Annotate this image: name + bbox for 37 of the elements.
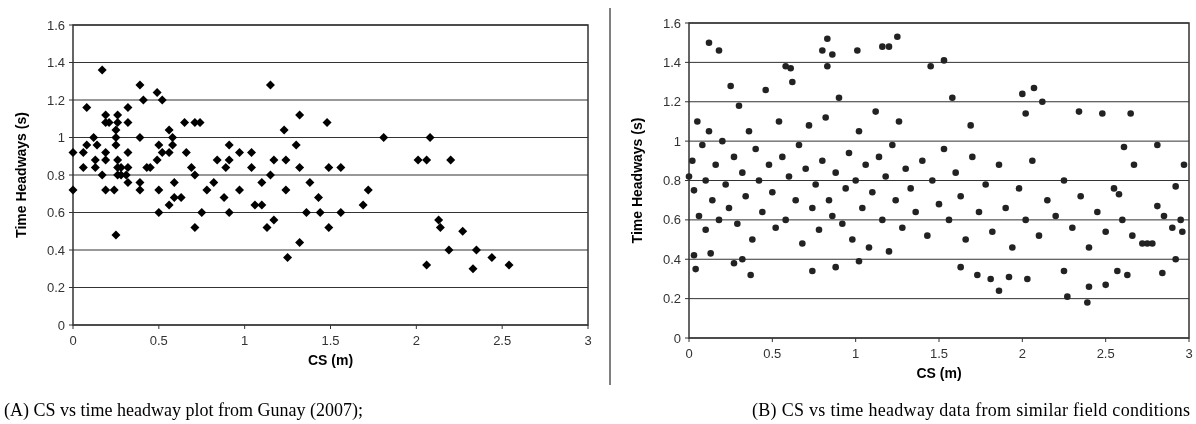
x-axis-title: CS (m) (916, 365, 962, 381)
x-tick-label: 1 (852, 346, 860, 361)
y-tick-label: 0.2 (46, 280, 65, 296)
x-tick-label: 0 (69, 333, 77, 348)
y-tick-label: 0.6 (662, 212, 681, 228)
y-tick-label: 0.2 (662, 291, 681, 307)
y-tick-label: 1.4 (46, 55, 65, 71)
x-tick-label: 2 (412, 333, 420, 348)
y-tick-label: 0 (57, 317, 65, 333)
y-tick-label: 1.6 (46, 17, 65, 33)
y-axis-title: Time Headways (s) (629, 117, 645, 244)
y-tick-label: 1 (57, 130, 65, 146)
y-axis-title: Time Headways (s) (13, 112, 29, 238)
x-tick-label: 1.5 (929, 346, 949, 361)
x-tick-label: 2.5 (1096, 346, 1115, 361)
x-tick-label: 3 (1185, 346, 1193, 361)
x-tick-label: 0.5 (149, 333, 168, 348)
y-tick-label: 0.6 (46, 205, 65, 221)
y-tick-label: 1 (673, 133, 681, 149)
x-tick-label: 2.5 (493, 333, 512, 348)
x-axis-title: CS (m) (307, 352, 354, 368)
x-tick-label: 0.5 (763, 346, 782, 361)
y-tick-label: 1.6 (662, 15, 681, 31)
y-tick-label: 1.2 (662, 94, 681, 110)
x-tick-label: 3 (584, 333, 592, 348)
y-tick-label: 0.8 (46, 167, 65, 183)
y-tick-label: 0.4 (46, 242, 65, 258)
x-tick-label: 0 (685, 346, 693, 361)
y-tick-label: 0.8 (662, 173, 681, 189)
x-tick-label: 1 (241, 333, 249, 348)
text: (B) CS vs time headway data from similar field conditions (752, 400, 1190, 421)
y-tick-label: 1.2 (46, 92, 65, 108)
text: (A) CS vs time headway plot from Gunay (2007); (4, 400, 363, 421)
x-tick-label: 1.5 (321, 333, 340, 348)
x-tick-label: 2 (1018, 346, 1026, 361)
y-tick-label: 1.4 (662, 54, 681, 70)
y-tick-label: 0.4 (662, 251, 681, 267)
